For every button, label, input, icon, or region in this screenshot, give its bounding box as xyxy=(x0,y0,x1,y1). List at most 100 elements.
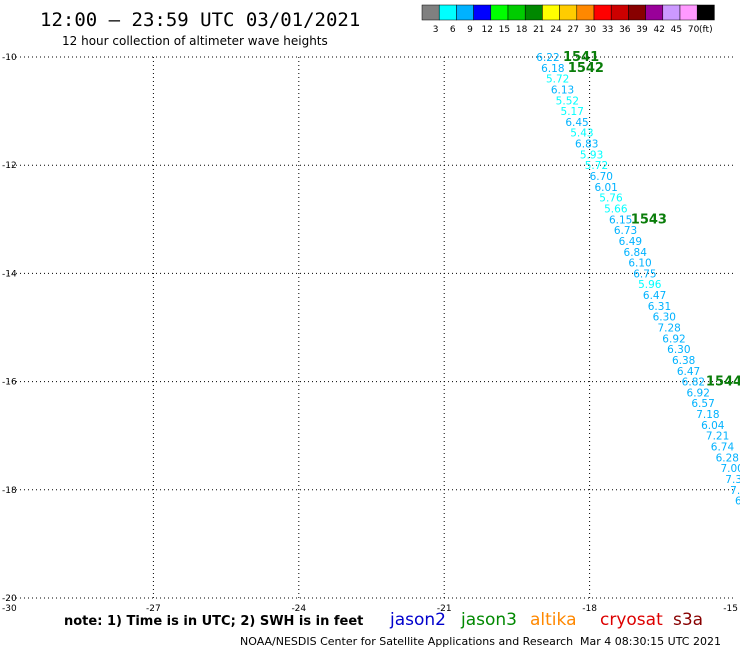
y-tick-label: -20 xyxy=(2,594,17,604)
color-scale-swatch xyxy=(559,4,578,21)
x-tick-label: -24 xyxy=(291,604,306,614)
wave-height-point: 6.28 xyxy=(716,452,739,464)
color-scale-label: 15 xyxy=(499,25,510,35)
color-scale-swatch xyxy=(662,4,681,21)
wave-height-point: 6.57 xyxy=(691,398,714,410)
color-scale-swatch xyxy=(576,4,595,21)
color-scale-swatch xyxy=(628,4,646,21)
x-tick-label: -30 xyxy=(2,604,17,614)
satellite-legend-altika: altika xyxy=(530,610,577,630)
wave-height-point: 7.28 xyxy=(657,323,680,335)
wave-height-point: 6.15 xyxy=(609,214,632,226)
wave-height-point: 7.00 xyxy=(720,463,740,475)
x-tick-label: -27 xyxy=(146,604,161,614)
satellite-legend-jason2: jason2 xyxy=(389,610,446,630)
wave-height-point: 6.13 xyxy=(551,84,574,96)
color-scale-label: 36 xyxy=(619,25,631,35)
wave-height-point: 6.45 xyxy=(565,117,588,129)
pass-number-label: 1541 xyxy=(563,50,599,65)
color-scale-swatch xyxy=(542,4,560,21)
wave-height-point: 5.93 xyxy=(580,149,603,161)
y-tick-label: -12 xyxy=(2,161,17,171)
pass-labels: 15411542154315441545 xyxy=(563,50,740,390)
wave-height-point: 6.70 xyxy=(590,171,613,183)
wave-height-point: 6.47 xyxy=(643,290,666,302)
wave-height-point: 6.74 xyxy=(711,442,735,454)
wave-height-point: 6.30 xyxy=(667,344,690,356)
y-tick-label: -10 xyxy=(2,53,17,63)
wave-height-point: 5.76 xyxy=(599,193,623,205)
color-scale-label: 33 xyxy=(602,25,613,35)
chart-subtitle: 12 hour collection of altimeter wave hei… xyxy=(62,34,328,48)
color-scale-label: 42 xyxy=(653,25,664,35)
satellite-legend-cryosat: cryosat xyxy=(600,610,663,630)
color-scale-swatch xyxy=(696,4,715,21)
wave-height-point: 6.22 xyxy=(536,52,559,64)
wave-height-point: 5.96 xyxy=(638,279,662,291)
wave-height-point: 6.10 xyxy=(628,258,651,270)
wave-height-point: 5.66 xyxy=(604,203,628,215)
footer-note: note: 1) Time is in UTC; 2) SWH is in fe… xyxy=(64,614,363,629)
satellite-legend-jason3: jason3 xyxy=(460,610,517,630)
color-scale-label: (ft) xyxy=(699,25,713,35)
satellite-legend: jason2 jason3 altika cryosat s3a xyxy=(389,610,703,630)
color-scale-label: 30 xyxy=(585,25,597,35)
color-scale-label: 9 xyxy=(467,25,473,35)
color-scale-swatch xyxy=(507,4,526,21)
color-scale-label: 39 xyxy=(636,25,648,35)
color-scale-swatch xyxy=(645,4,664,21)
color-scale-swatch xyxy=(456,4,474,21)
color-scale-swatch xyxy=(593,4,612,21)
wave-height-point: 6.47 xyxy=(677,366,700,378)
color-scale-swatch xyxy=(438,4,457,21)
pass-number-label: 1543 xyxy=(631,212,667,227)
wave-height-point: 6.49 xyxy=(619,236,642,248)
wave-height-point: 6.82 xyxy=(682,377,705,389)
color-scale-swatch xyxy=(421,4,440,21)
y-tick-label: -16 xyxy=(2,378,17,388)
pass-number-label: 1544 xyxy=(706,375,740,390)
color-scale-label: 70 xyxy=(688,25,700,35)
wave-height-point: 6.18 xyxy=(541,63,564,75)
color-scale-swatch xyxy=(473,4,492,21)
footer-credit: NOAA/NESDIS Center for Satellite Applica… xyxy=(240,635,573,648)
color-scale-legend: 3 6 9 12 15 18 21 24 27 30 33 36 39 42 45 70 (ft) xyxy=(421,4,715,35)
color-scale-label: 6 xyxy=(450,25,456,35)
wave-height-point: 5.72 xyxy=(585,160,608,172)
wave-height-point: 7.21 xyxy=(730,485,740,497)
wave-height-point: 6.31 xyxy=(648,301,671,313)
color-scale-swatch xyxy=(490,4,509,21)
wave-height-point: 6.92 xyxy=(662,333,685,345)
wave-height-point: 6.30 xyxy=(653,312,676,324)
y-tick-label: -14 xyxy=(2,269,17,279)
wave-height-point: 5.72 xyxy=(546,74,569,86)
wave-height-point: 6.01 xyxy=(594,182,617,194)
x-tick-label: -21 xyxy=(437,604,452,614)
wave-height-point: 7.34 xyxy=(725,474,740,486)
color-scale-label: 45 xyxy=(671,25,682,35)
wave-height-point: 7.18 xyxy=(696,409,719,421)
color-scale-swatch xyxy=(610,4,629,21)
wave-height-point: 6.75 xyxy=(633,268,656,280)
satellite-legend-s3a: s3a xyxy=(673,610,703,630)
wave-height-point: 6.04 xyxy=(701,420,725,432)
wave-height-point: 5.17 xyxy=(561,106,584,118)
color-scale-label: 24 xyxy=(550,25,562,35)
chart-title: 12:00 – 23:59 UTC 03/01/2021 xyxy=(40,9,360,31)
color-scale-label: 27 xyxy=(567,25,578,35)
color-scale-label: 18 xyxy=(516,25,528,35)
color-scale-swatch xyxy=(679,4,698,21)
wave-height-point: 6.81 xyxy=(735,496,740,508)
wave-height-point: 5.43 xyxy=(570,128,593,140)
axis-tick-labels: -30 -27 -24 -21 -18 -15 -10 -12 -14 -16 -18 -20 xyxy=(2,53,738,614)
wave-height-point: 6.92 xyxy=(687,387,710,399)
x-tick-label: -15 xyxy=(723,604,738,614)
color-scale-label: 21 xyxy=(533,25,544,35)
y-tick-label: -18 xyxy=(2,486,17,496)
color-scale-label: 12 xyxy=(481,25,492,35)
color-scale-label: 3 xyxy=(433,25,439,35)
wave-height-point: 5.52 xyxy=(556,95,579,107)
color-scale-swatch xyxy=(524,4,543,21)
x-tick-label: -18 xyxy=(582,604,597,614)
